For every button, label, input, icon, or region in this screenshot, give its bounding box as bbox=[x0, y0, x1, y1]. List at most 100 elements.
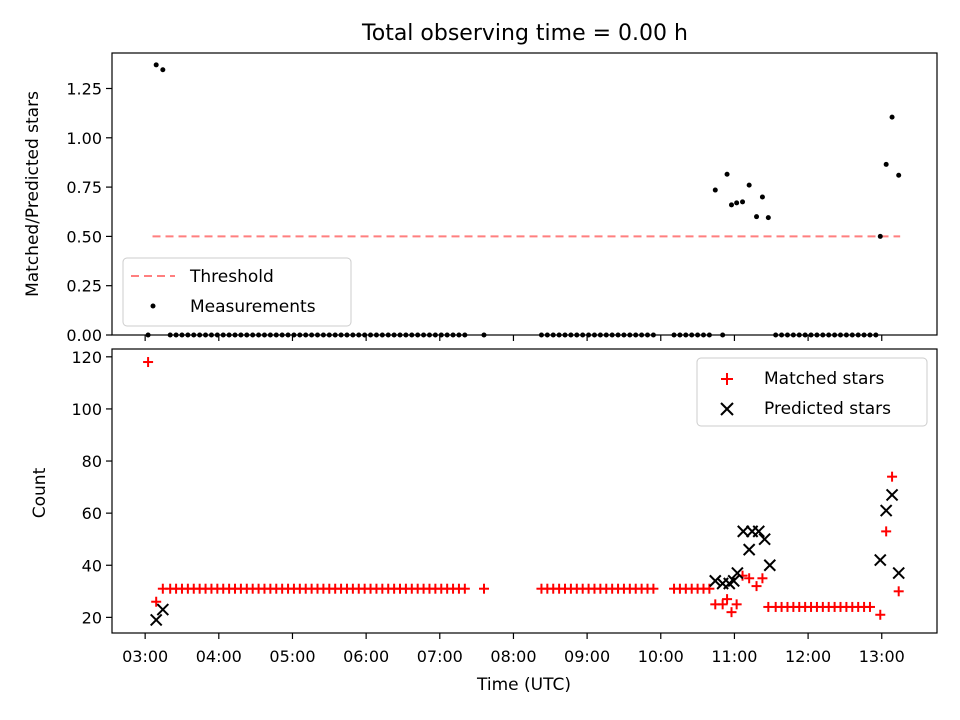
measurement-point bbox=[627, 332, 633, 338]
legend-measurements-label: Measurements bbox=[190, 297, 316, 317]
top-y-axis-label: Matched/Predicted stars bbox=[23, 91, 43, 297]
measurement-point bbox=[790, 332, 796, 338]
measurement-point bbox=[877, 233, 883, 239]
measurement-point bbox=[562, 332, 568, 338]
bottom-y-tick-label: 40 bbox=[82, 556, 102, 575]
measurement-point bbox=[297, 332, 303, 338]
measurement-point bbox=[256, 332, 262, 338]
legend-predicted-label: Predicted stars bbox=[764, 399, 891, 419]
measurement-point bbox=[677, 332, 683, 338]
measurement-point bbox=[191, 332, 197, 338]
x-tick-label: 11:00 bbox=[711, 647, 757, 666]
measurement-point bbox=[826, 332, 832, 338]
bottom-legend-box bbox=[696, 357, 928, 427]
legend-predicted-swatch bbox=[720, 402, 734, 416]
measurement-point bbox=[309, 332, 315, 338]
bottom-y-tick-label: 20 bbox=[82, 608, 102, 627]
top-legend-box bbox=[122, 257, 352, 327]
measurement-point bbox=[814, 332, 820, 338]
measurement-point bbox=[450, 332, 456, 338]
measurement-point bbox=[873, 332, 879, 338]
predicted-star-point bbox=[149, 613, 163, 627]
measurement-point bbox=[615, 332, 621, 338]
measurement-point bbox=[261, 332, 267, 338]
measurement-point bbox=[426, 332, 432, 338]
measurement-point bbox=[597, 332, 603, 338]
predicted-star-point bbox=[727, 574, 740, 588]
predicted-star-point bbox=[731, 566, 744, 580]
bottom-y-tick-label: 100 bbox=[71, 400, 102, 419]
measurement-point bbox=[462, 332, 468, 338]
measurement-point bbox=[368, 332, 374, 338]
measurement-point bbox=[538, 332, 544, 338]
matched-star-point bbox=[875, 609, 886, 620]
measurement-point bbox=[379, 332, 385, 338]
measurement-point bbox=[279, 332, 285, 338]
measurement-point bbox=[214, 332, 220, 338]
matched-star-point bbox=[722, 594, 733, 605]
measurement-point bbox=[456, 332, 462, 338]
measurement-point bbox=[867, 332, 873, 338]
bottom-y-axis-label: Count bbox=[30, 467, 50, 518]
measurement-point bbox=[291, 332, 297, 338]
measurement-point bbox=[759, 194, 765, 200]
matched-star-point bbox=[726, 607, 737, 618]
measurement-point bbox=[362, 332, 368, 338]
measurement-point bbox=[208, 332, 214, 338]
measurement-point bbox=[706, 332, 712, 338]
measurement-point bbox=[153, 62, 159, 68]
measurement-point bbox=[700, 332, 706, 338]
matched-star-point bbox=[887, 471, 898, 482]
measurement-point bbox=[232, 332, 238, 338]
matched-star-point bbox=[881, 526, 892, 537]
legend-measurements-swatch bbox=[150, 303, 156, 309]
measurement-point bbox=[332, 332, 338, 338]
matched-star-point bbox=[648, 583, 659, 594]
top-panel: 0.00 0.25 0.50 0.75 1.00 1.25 Matched/Predict… bbox=[23, 52, 938, 345]
measurement-point bbox=[796, 332, 802, 338]
matched-star-point bbox=[143, 357, 154, 368]
measurement-point bbox=[544, 332, 550, 338]
top-plot-frame bbox=[111, 52, 938, 336]
predicted-star-point bbox=[763, 559, 776, 572]
bottom-x-axis: 03:00 04:00 05:00 06:00 07:00 08:00 09:00 10:00… bbox=[122, 633, 905, 666]
measurement-point bbox=[145, 332, 151, 338]
measurement-point bbox=[724, 171, 730, 177]
measurement-point bbox=[639, 332, 645, 338]
measurement-point bbox=[740, 199, 746, 205]
measurement-point bbox=[356, 332, 362, 338]
legend-matched-swatch bbox=[721, 373, 733, 385]
matched-star-point bbox=[757, 573, 768, 584]
measurement-point bbox=[250, 332, 256, 338]
measurement-point bbox=[481, 332, 487, 338]
measurement-point bbox=[326, 332, 332, 338]
bottom-plot-frame bbox=[111, 348, 938, 634]
measurement-point bbox=[838, 332, 844, 338]
matched-star-point bbox=[151, 596, 162, 607]
measurement-point bbox=[728, 202, 734, 208]
measurement-point bbox=[220, 332, 226, 338]
measurement-point bbox=[203, 332, 209, 338]
matched-stars-points bbox=[143, 357, 904, 620]
top-y-axis: 0.00 0.25 0.50 0.75 1.00 1.25 bbox=[66, 79, 112, 345]
top-y-tick-label: 1.25 bbox=[66, 79, 102, 98]
measurement-point bbox=[568, 332, 574, 338]
bottom-y-tick-label: 120 bbox=[71, 348, 102, 367]
measurement-point bbox=[574, 332, 580, 338]
measurement-point bbox=[444, 332, 450, 338]
x-tick-label: 08:00 bbox=[490, 647, 536, 666]
measurement-point bbox=[167, 332, 173, 338]
measurement-point bbox=[403, 332, 409, 338]
measurement-point bbox=[415, 332, 421, 338]
measurement-point bbox=[580, 332, 586, 338]
measurement-point bbox=[784, 332, 790, 338]
measurement-point bbox=[550, 332, 556, 338]
measurement-point bbox=[802, 332, 808, 338]
measurement-point bbox=[385, 332, 391, 338]
x-tick-label: 04:00 bbox=[196, 647, 242, 666]
x-tick-label: 03:00 bbox=[122, 647, 168, 666]
measurement-point bbox=[603, 332, 609, 338]
predicted-star-point bbox=[758, 532, 771, 546]
measurement-point bbox=[671, 332, 677, 338]
